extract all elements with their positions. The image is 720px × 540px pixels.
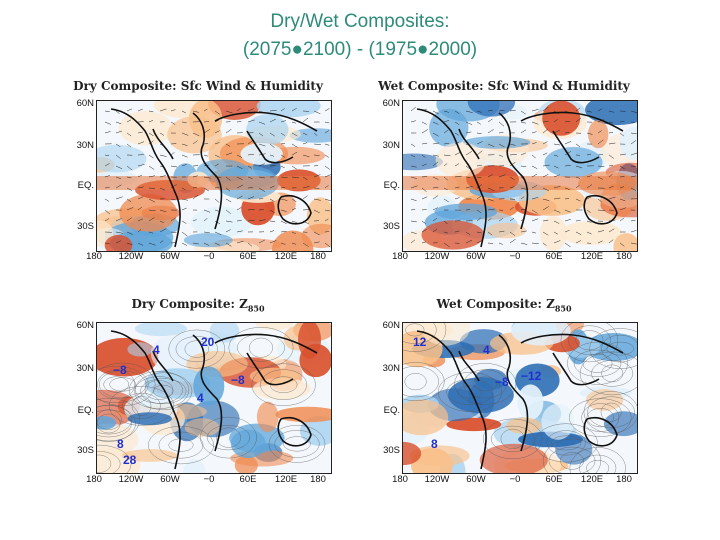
- x-tick-label: 180: [86, 474, 102, 485]
- slide-title-line2: (2075●2100) - (1975●2000): [242, 39, 478, 60]
- x-tick-label: 60W: [160, 474, 180, 485]
- x-tick-label: 180: [616, 251, 632, 262]
- y-tick-label: EQ.: [383, 180, 400, 191]
- contour-label: 20: [201, 335, 215, 349]
- map-plot: 12 4 −8 −12 8: [402, 322, 638, 474]
- x-tick-label: 120W: [118, 251, 144, 262]
- panel-dry-wind-humidity: Dry Composite: Sfc Wind & Humidity 60N 3…: [60, 76, 336, 266]
- x-tick-label: −0: [509, 251, 521, 262]
- panel-title: Wet Composite: Sfc Wind & Humidity: [378, 79, 630, 93]
- y-tick-label: 30S: [77, 445, 94, 456]
- map-field-graphic: [97, 323, 331, 473]
- x-tick-label: 120E: [274, 474, 298, 485]
- contour-label: 8: [117, 437, 124, 451]
- contour-label: −8: [231, 373, 245, 387]
- contour-label: −8: [113, 363, 127, 377]
- x-tick-label: 180: [616, 474, 632, 485]
- x-tick-label: 120E: [580, 251, 604, 262]
- contour-label: 4: [197, 391, 204, 405]
- y-tick-label: 30N: [382, 140, 400, 151]
- y-tick-label: 60N: [76, 98, 94, 109]
- map-field-graphic: [403, 101, 637, 251]
- x-tick-label: 60W: [466, 474, 486, 485]
- y-tick-label: 30S: [77, 221, 94, 232]
- contour-label: 8: [431, 437, 438, 451]
- x-tick-label: −0: [203, 251, 215, 262]
- x-tick-label: 180: [86, 251, 102, 262]
- map-plot: [402, 100, 638, 252]
- x-tick-label: 60E: [239, 251, 257, 262]
- panel-title: Dry Composite: Sfc Wind & Humidity: [73, 79, 323, 93]
- panel-dry-z850: Dry Composite: Z850 4 20 −8 −8 4 8 28 60…: [60, 294, 336, 490]
- y-tick-label: EQ.: [77, 180, 94, 191]
- slide-title-line1: Dry/Wet Composites:: [270, 11, 450, 32]
- map-field-graphic: [403, 323, 637, 473]
- panel-wet-wind-humidity: Wet Composite: Sfc Wind & Humidity 60N 3…: [366, 76, 642, 266]
- map-plot: [96, 100, 332, 252]
- contour-label: 28: [123, 453, 137, 467]
- x-tick-label: 180: [392, 251, 408, 262]
- panel-wet-z850: Wet Composite: Z850 12 4 −8 −12 8 60N 30…: [366, 294, 642, 490]
- y-tick-label: 30S: [383, 445, 400, 456]
- contour-label: 4: [153, 343, 160, 357]
- x-tick-label: 180: [310, 474, 326, 485]
- x-tick-label: 60E: [545, 251, 563, 262]
- y-tick-label: 60N: [382, 320, 400, 331]
- panel-title: Wet Composite: Z850: [436, 297, 572, 314]
- panel-title: Dry Composite: Z850: [131, 297, 265, 314]
- y-tick-label: 60N: [382, 98, 400, 109]
- x-tick-label: 60E: [239, 474, 257, 485]
- y-tick-label: 30N: [76, 363, 94, 374]
- contour-label: 12: [413, 335, 427, 349]
- x-tick-label: 120W: [118, 474, 144, 485]
- y-tick-label: 60N: [76, 320, 94, 331]
- y-tick-label: EQ.: [383, 405, 400, 416]
- contour-label: 4: [483, 343, 490, 357]
- x-tick-label: 120E: [274, 251, 298, 262]
- y-tick-label: 30N: [76, 140, 94, 151]
- y-tick-label: 30N: [382, 363, 400, 374]
- x-tick-label: 120W: [424, 251, 450, 262]
- contour-label: −12: [521, 369, 542, 383]
- y-tick-label: 30S: [383, 221, 400, 232]
- x-tick-label: 60W: [466, 251, 486, 262]
- map-field-graphic: [97, 101, 331, 251]
- x-tick-label: 60W: [160, 251, 180, 262]
- y-tick-label: EQ.: [77, 405, 94, 416]
- x-tick-label: 180: [392, 474, 408, 485]
- map-plot: 4 20 −8 −8 4 8 28: [96, 322, 332, 474]
- x-tick-label: −0: [509, 474, 521, 485]
- x-tick-label: 180: [310, 251, 326, 262]
- x-tick-label: 120W: [424, 474, 450, 485]
- x-tick-label: −0: [203, 474, 215, 485]
- x-tick-label: 60E: [545, 474, 563, 485]
- contour-label: −8: [495, 375, 509, 389]
- x-tick-label: 120E: [580, 474, 604, 485]
